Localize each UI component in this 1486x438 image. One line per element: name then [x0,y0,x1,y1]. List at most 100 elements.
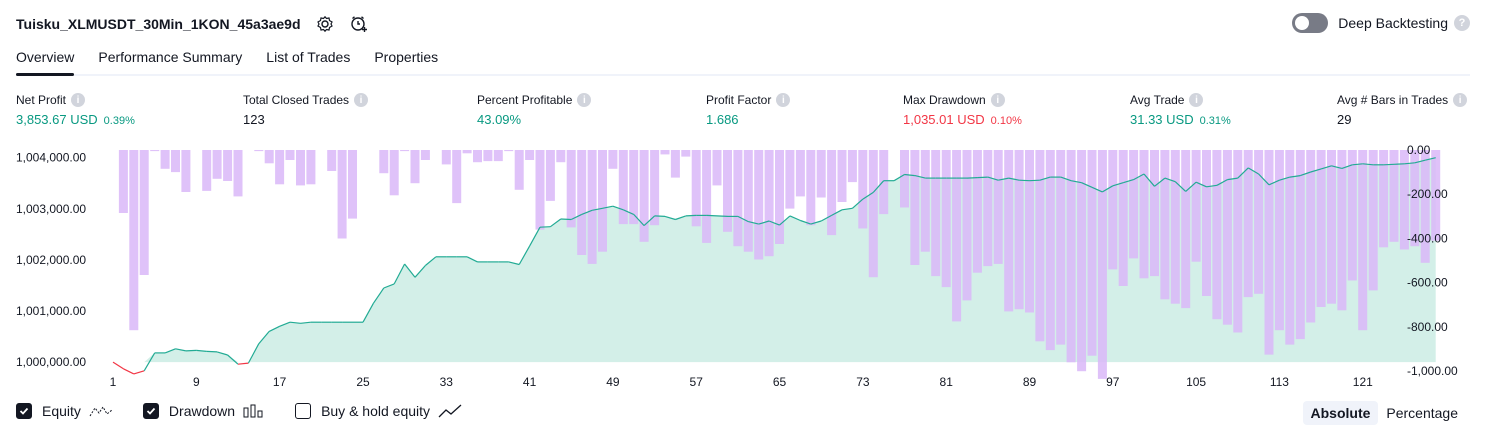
metric-profit-factor: Profit Factor i 1.686 [706,93,791,127]
equity-line-segment [289,321,301,324]
equity-line-segment [800,219,811,225]
equity-line-segment [1237,167,1249,179]
equity-line-segment [893,173,905,182]
drawdown-bar [1045,150,1055,351]
deep-backtesting-label: Deep Backtesting [1338,15,1448,31]
strategy-title: Tuisku_XLMUSDT_30Min_1KON_45a3ae9d [16,16,301,32]
equity-line-segment [1008,177,1020,181]
legend-equity[interactable]: Equity [16,403,113,419]
info-icon[interactable]: i [577,93,592,107]
drawdown-bar [639,150,649,242]
equity-drawdown-chart[interactable]: 1,004,000.00 1,003,000.00 1,002,000.00 1,00… [0,140,1486,388]
info-icon[interactable]: i [990,93,1005,107]
drawdown-checkbox[interactable] [142,403,159,419]
equity-line-segment [404,263,416,278]
metric-label: Total Closed Trades [243,93,350,107]
drawdown-bar [1264,150,1274,355]
equity-line-segment [425,256,437,266]
equity-line-segment [914,175,926,179]
metric-percent: 0.31% [1199,115,1231,127]
drawdown-bar [931,150,941,277]
equity-line-segment [1289,175,1301,178]
drawdown-bar [681,150,691,157]
drawdown-bar [952,150,962,322]
equity-line-segment [216,351,228,356]
drawdown-bar [1014,150,1024,310]
equity-line-segment [1331,165,1343,169]
tab-list-of-trades[interactable]: List of Trades [266,49,351,65]
equity-line-segment [1310,168,1322,173]
metric-percent-profitable: Percent Profitable i 43.09% [477,93,592,127]
equity-line-segment [383,283,395,289]
drawdown-bar [1212,150,1222,320]
settings-icon[interactable] [315,14,335,34]
scale-mode-switch: Absolute Percentage [1302,401,1467,425]
equity-line-segment [987,176,999,181]
legend-buy-hold[interactable]: Buy & hold equity [295,403,462,419]
equity-line-segment [1029,179,1040,182]
percentage-mode-button[interactable]: Percentage [1386,405,1458,421]
equity-line-segment [539,226,551,228]
metric-value: 43.09% [477,112,522,127]
drawdown-bar [525,150,535,160]
info-icon[interactable]: i [1189,93,1204,107]
equity-checkbox[interactable] [16,403,32,419]
equity-line-segment [112,361,124,370]
drawdown-bar [1129,150,1139,259]
x-axis-tick-label: 81 [940,375,954,388]
drawdown-bar [1306,150,1316,323]
drawdown-bar [764,150,774,257]
tab-properties[interactable]: Properties [374,49,439,65]
deep-backtesting-toggle[interactable] [1292,13,1329,33]
drawdown-bar [1025,150,1034,313]
equity-line-segment [643,215,656,227]
info-icon[interactable]: i [354,93,369,107]
equity-line-segment [789,215,801,222]
equity-line-segment [300,321,311,324]
drawdown-bar [129,150,139,331]
equity-line-segment [550,218,562,228]
drawdown-bar [785,150,795,209]
help-icon[interactable]: ? [1454,15,1470,31]
drawdown-bar [1181,150,1191,309]
metric-label: Profit Factor [706,93,772,107]
equity-line-segment [810,220,822,225]
x-axis-tick-label: 33 [440,375,454,388]
equity-line-segment [1300,171,1311,177]
absolute-mode-button[interactable]: Absolute [1302,401,1379,425]
x-axis-tick-label: 57 [690,375,704,388]
drawdown-bar [400,150,410,152]
metric-label: Max Drawdown [903,93,986,107]
drawdown-bar [1316,150,1326,307]
drawdown-bar [1035,150,1045,342]
info-icon[interactable]: i [1453,93,1468,107]
legend-drawdown[interactable]: Drawdown [142,403,265,419]
drawdown-bar [920,150,930,252]
tab-performance-summary[interactable]: Performance Summary [98,49,243,65]
drawdown-bar [629,150,639,225]
trend-line-icon [438,404,462,418]
info-icon[interactable]: i [776,93,791,107]
drawdown-bar [1108,150,1118,270]
equity-line-segment [560,218,572,221]
equity-line-segment [268,325,280,332]
equity-line-segment [966,177,978,179]
equity-line-segment [1216,179,1228,186]
equity-line-segment [1133,173,1145,181]
drawdown-bar [806,150,816,226]
drawdown-bar [233,150,243,197]
tab-overview[interactable]: Overview [16,44,75,76]
drawdown-bar [1170,150,1180,304]
drawdown-bar [702,150,712,243]
equity-line-segment [518,245,531,265]
drawdown-bar [879,150,889,215]
equity-line-segment [768,220,780,226]
drawdown-bar [868,150,878,278]
equity-line-segment [133,370,145,375]
x-axis-tick-label: 73 [856,375,870,388]
info-icon[interactable]: i [71,93,86,107]
buy-hold-checkbox[interactable] [295,403,312,419]
metric-total-closed-trades: Total Closed Trades i 123 [243,93,369,127]
equity-line-segment [716,215,728,217]
add-alert-icon[interactable] [349,14,369,34]
